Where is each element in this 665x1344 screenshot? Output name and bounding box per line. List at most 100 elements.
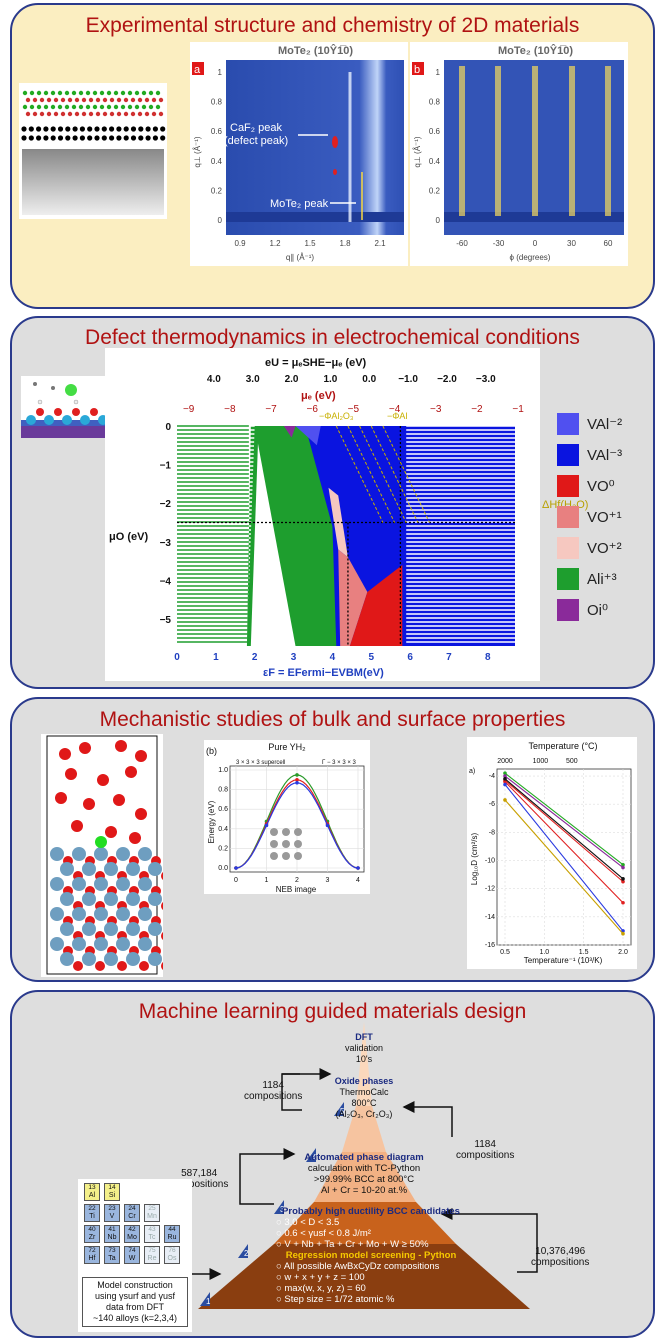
surface-model-drawing xyxy=(21,382,111,438)
element-number: 75 xyxy=(148,1247,156,1254)
level-line: ○ 3.0 < D < 3.5 xyxy=(276,1217,340,1228)
element-cell: 23 V xyxy=(104,1204,120,1222)
tick-label: -12 xyxy=(485,886,495,893)
atom xyxy=(39,97,45,103)
atom xyxy=(116,126,122,132)
mu-e-axis-label: μₑ (eV) xyxy=(301,390,336,402)
element-cell: 42 Mo xyxy=(124,1225,140,1243)
neb-energy-plot: (b) Pure YH₂ 3 × 3 × 3 supercell Γ − 3 ×… xyxy=(204,740,370,894)
tick-label: 1 xyxy=(218,68,223,77)
element-symbol: W xyxy=(128,1255,136,1262)
phi-al2o3-label: −ΦAl₂O₃ xyxy=(319,411,354,421)
tick-label: -16 xyxy=(485,942,495,949)
rod xyxy=(459,66,465,216)
oxygen-atom xyxy=(79,742,91,754)
tick-label: 1 xyxy=(265,877,269,884)
atom xyxy=(130,97,136,103)
defect-peak-marker xyxy=(332,136,338,148)
pyramid-level-text: Regression model screening - Python ○ All… xyxy=(276,1250,466,1305)
atom xyxy=(64,104,70,110)
tick-label: 1.2 xyxy=(269,239,281,248)
legend-swatch xyxy=(557,413,579,435)
atom xyxy=(36,104,42,110)
tick-label: 30 xyxy=(567,239,576,248)
model-line-1: Model construction xyxy=(97,1280,173,1290)
atom xyxy=(32,97,38,103)
level-number: 3 xyxy=(280,1205,285,1214)
crystal-structure-drawing xyxy=(21,90,166,215)
neb-point xyxy=(295,780,299,785)
tick-label: 500 xyxy=(566,758,578,765)
level-line: >99.99% BCC at 800°C xyxy=(313,1174,415,1185)
oxygen-atom xyxy=(95,961,105,971)
count-3-unit: compositions xyxy=(170,1179,229,1190)
phi-line xyxy=(359,425,407,523)
element-symbol: Tc xyxy=(148,1234,156,1241)
level-line: (Al₂O₃, Cr₂O₃) xyxy=(335,1109,393,1119)
tick-label: 0.4 xyxy=(218,826,228,833)
tick-label: −1.0 xyxy=(398,374,418,385)
inset-atom xyxy=(294,840,302,848)
tick-label: 1.0 xyxy=(539,949,549,956)
level-number-badge xyxy=(238,1244,248,1258)
inset-atom xyxy=(294,852,302,860)
mu-o-ticks: 0 −1 −2 −3 −4 −5 xyxy=(160,422,172,626)
level-number-badge xyxy=(274,1200,284,1214)
region-val2 xyxy=(295,426,321,446)
atom xyxy=(109,126,115,132)
legend-label: VAl⁻³ xyxy=(587,447,623,464)
element-cell: 41 Nb xyxy=(104,1225,120,1243)
atom xyxy=(57,135,64,141)
atom xyxy=(141,104,147,110)
metal-atom xyxy=(104,892,118,906)
atom xyxy=(92,104,98,110)
legend-swatch xyxy=(557,475,579,497)
tick-label: 1.5 xyxy=(304,239,316,248)
neb-xlabel: NEB image xyxy=(276,885,317,894)
tick-label: 2.0 xyxy=(618,949,628,956)
tick-label: 3 xyxy=(291,652,297,663)
neb-point xyxy=(356,866,360,870)
count-2-value: 10,376,496 xyxy=(535,1246,586,1257)
slab-cell xyxy=(46,735,158,975)
diffusion-point xyxy=(621,877,625,881)
metal-atom xyxy=(72,907,86,921)
plot-b-ylabel: q⊥ (Å⁻¹) xyxy=(413,136,422,168)
atom xyxy=(145,126,151,132)
element-number: 43 xyxy=(148,1226,156,1233)
atom xyxy=(22,104,28,110)
inset-atom xyxy=(270,852,278,860)
metal-atom xyxy=(116,937,130,951)
eu-axis-label: eU = μₑSHE−μₑ (eV) xyxy=(265,357,367,369)
pyramid-level-4 xyxy=(342,1106,386,1152)
metal-atom xyxy=(94,907,108,921)
element-symbol: Hf xyxy=(88,1255,96,1262)
tick-label: −6 xyxy=(306,404,318,415)
atom xyxy=(50,104,56,110)
atom xyxy=(116,135,122,141)
metal-atom xyxy=(104,922,118,936)
tick-label: 0.2 xyxy=(218,845,228,852)
count-4-value: 1184 xyxy=(474,1139,496,1150)
element-cell: 72 Hf xyxy=(84,1246,100,1264)
level-title: Automated phase diagram xyxy=(304,1152,424,1163)
atom xyxy=(144,111,150,117)
atom xyxy=(109,97,115,103)
inset-atom xyxy=(282,840,290,848)
atom xyxy=(144,97,150,103)
tick-label: 2.0 xyxy=(285,374,299,385)
diffusion-line xyxy=(504,799,624,935)
arrow-3-to-4 xyxy=(402,1101,453,1137)
level-line: ○ All possible AwBxCyDz compositions xyxy=(276,1261,440,1272)
atom xyxy=(130,126,137,132)
metal-atom xyxy=(138,847,152,861)
tick-label: −4 xyxy=(389,404,401,415)
tick-label: 0 xyxy=(174,652,180,663)
element-cell: 14 Si xyxy=(104,1183,120,1201)
metal-atom xyxy=(148,892,162,906)
oxygen-atom xyxy=(73,961,83,971)
atom xyxy=(60,97,66,103)
defect-regions xyxy=(177,426,515,646)
atom xyxy=(151,97,157,103)
oxygen-atom xyxy=(161,871,171,881)
